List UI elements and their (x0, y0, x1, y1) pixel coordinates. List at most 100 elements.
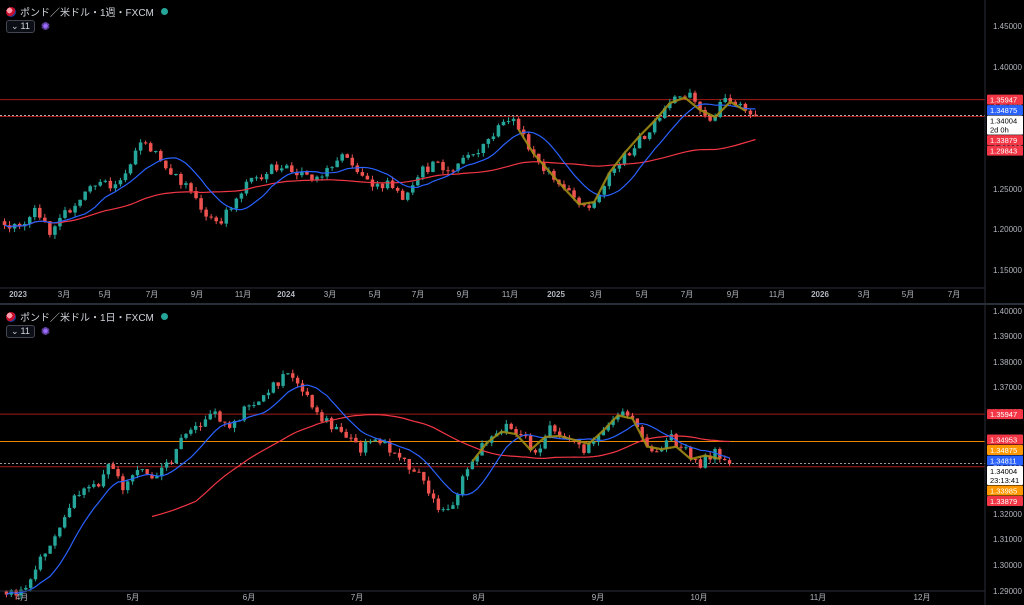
fast-moving-average-line (6, 384, 730, 596)
pane-divider[interactable] (0, 303, 1024, 305)
candle-body (214, 217, 218, 222)
x-axis-tick-label: 9月 (592, 593, 604, 602)
candle-body (106, 464, 111, 475)
price-tag-label: 1.29843 (990, 147, 1017, 156)
currency-flag-icon (6, 6, 16, 17)
candle-body (405, 192, 410, 200)
candle-body (728, 97, 733, 102)
candle-body (48, 221, 52, 235)
candle-body (451, 170, 455, 172)
candle-body (218, 411, 222, 422)
weekly-chart-canvas[interactable]: 1.450001.400001.350001.300001.250001.200… (0, 0, 1024, 303)
candle-body (621, 411, 625, 416)
candle-body (252, 405, 256, 407)
candle-body (359, 442, 363, 453)
candle-body (43, 217, 47, 222)
x-axis-tick-label: 3月 (324, 290, 336, 299)
candle-body (169, 462, 174, 464)
market-status-icon (160, 8, 168, 15)
candle-body (426, 166, 430, 172)
candle-body (416, 177, 420, 186)
candle-body (199, 198, 203, 210)
price-tag-label: 1.34004 (990, 117, 1017, 126)
indicator-toggle-button[interactable]: ⌄ 11 (6, 20, 35, 33)
candle-body (650, 446, 654, 452)
x-axis-tick-label: 2024 (277, 290, 295, 299)
x-axis-tick-label: 11月 (502, 290, 518, 299)
candle-body (194, 191, 198, 199)
candle-body (383, 441, 387, 444)
candle-body (247, 405, 251, 407)
price-tag-label: 1.34004 (990, 467, 1017, 476)
candle-body (2, 221, 7, 226)
price-tag-label: 1.33879 (990, 136, 1017, 145)
candle-body (279, 168, 284, 171)
candle-body (456, 494, 460, 506)
candle-body (558, 431, 562, 436)
symbol-legend[interactable]: ポンド／米ドル・1日・FXCM (6, 309, 168, 324)
candle-body (617, 163, 622, 169)
candle-body (305, 171, 309, 175)
candle-body (753, 114, 758, 116)
candle-body (315, 176, 319, 180)
price-tag-label: 1.35947 (990, 96, 1017, 105)
candle-body (422, 472, 426, 481)
x-axis-tick-label: 7月 (351, 593, 363, 602)
candle-body (606, 424, 610, 431)
candle-body (441, 509, 445, 511)
candle-body (668, 103, 672, 109)
indicator-toggle-button[interactable]: ⌄ 11 (6, 325, 35, 338)
x-axis-tick-label: 5月 (99, 290, 111, 299)
candle-body (158, 151, 163, 161)
candle-body (62, 517, 67, 528)
x-axis-tick-label: 7月 (146, 290, 158, 299)
candle-body (153, 151, 158, 153)
daily-chart-pane[interactable]: 1.400001.390001.380001.370001.360001.350… (0, 305, 1024, 605)
candle-body (344, 431, 348, 438)
candle-body (229, 208, 234, 210)
candle-body (72, 495, 77, 508)
candle-body (470, 461, 475, 470)
candle-body (92, 484, 96, 487)
candle-body (82, 488, 86, 495)
candle-body (310, 395, 314, 408)
candle-body (274, 164, 279, 171)
candle-body (456, 163, 460, 171)
y-axis-tick-label: 1.15000 (993, 266, 1022, 275)
price-tag-label: 1.35947 (990, 410, 1017, 419)
candle-body (395, 187, 400, 191)
candle-body (461, 157, 465, 164)
candle-body (148, 143, 153, 152)
candle-body (657, 118, 662, 121)
y-axis-tick-label: 1.40000 (993, 307, 1022, 316)
chevron-down-icon: ⌄ (11, 21, 19, 31)
candle-body (242, 406, 246, 421)
settings-gear-icon[interactable]: ✺ (40, 325, 51, 338)
candle-body (67, 507, 72, 518)
candle-body (53, 536, 57, 546)
candle-body (407, 459, 411, 470)
candle-body (295, 172, 299, 176)
candle-body (426, 480, 431, 494)
countdown-label: 2d 0h (990, 126, 1009, 135)
candle-body (533, 450, 538, 453)
candle-body (43, 553, 47, 557)
daily-chart-canvas[interactable]: 1.400001.390001.380001.370001.360001.350… (0, 305, 1024, 605)
candle-body (431, 161, 435, 172)
candle-body (254, 177, 259, 179)
candle-body (295, 377, 300, 384)
weekly-chart-pane[interactable]: 1.450001.400001.350001.300001.250001.200… (0, 0, 1024, 303)
candle-body (506, 121, 511, 123)
candle-body (281, 374, 285, 386)
candle-body (466, 154, 470, 158)
candle-body (368, 441, 373, 443)
settings-gear-icon[interactable]: ✺ (40, 20, 51, 33)
candle-body (123, 173, 128, 181)
symbol-legend[interactable]: ポンド／米ドル・1週・FXCM (6, 4, 168, 19)
fast-moving-average-line (4, 103, 756, 228)
candle-body (108, 180, 113, 189)
slow-moving-average-line (4, 138, 756, 228)
candle-body (239, 193, 244, 199)
price-tag (987, 105, 1023, 116)
candle-body (194, 425, 198, 430)
